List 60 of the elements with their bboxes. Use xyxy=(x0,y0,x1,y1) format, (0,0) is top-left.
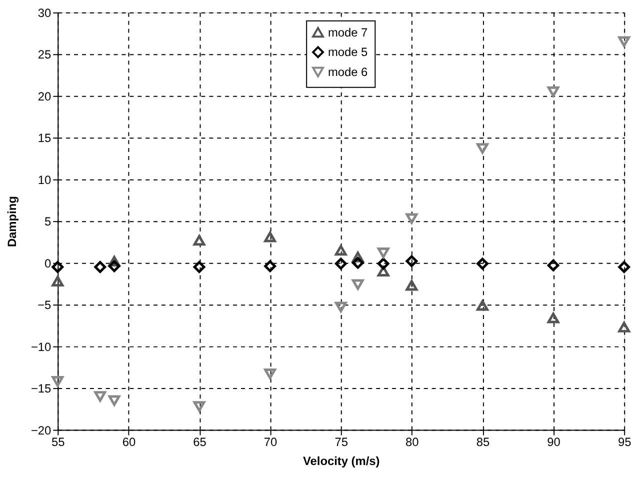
point xyxy=(547,312,560,324)
point xyxy=(193,234,206,246)
y-tick-label: 25 xyxy=(38,48,52,62)
y-tick-label: −15 xyxy=(30,382,52,396)
y-tick-label: −5 xyxy=(38,298,52,312)
y-axis-title: Damping xyxy=(5,196,20,248)
x-tick-label: 65 xyxy=(193,435,207,450)
point xyxy=(108,256,120,266)
point xyxy=(406,213,418,224)
y-tick-label: −10 xyxy=(30,340,52,354)
x-tick-label: 60 xyxy=(122,435,136,450)
y-tick-label: 10 xyxy=(38,172,52,187)
point xyxy=(377,247,390,258)
legend-label: mode 6 xyxy=(328,65,368,80)
point xyxy=(264,368,276,380)
point xyxy=(618,36,630,47)
y-tick-label: 0 xyxy=(44,256,52,270)
point xyxy=(547,86,560,98)
point xyxy=(618,322,630,332)
x-tick-label: 55 xyxy=(52,435,66,450)
point xyxy=(406,280,418,291)
x-tick-label: 90 xyxy=(547,435,561,450)
point xyxy=(334,244,347,256)
y-tick-label: 15 xyxy=(38,131,52,146)
point xyxy=(352,279,364,290)
point xyxy=(193,261,206,273)
point xyxy=(334,302,347,312)
point xyxy=(264,232,276,242)
point xyxy=(377,258,390,270)
point xyxy=(108,260,120,272)
point xyxy=(334,258,347,270)
point xyxy=(377,266,390,277)
x-tick-label: 95 xyxy=(618,435,632,450)
point xyxy=(264,260,276,272)
point xyxy=(108,395,120,406)
y-tick-label: 5 xyxy=(44,214,52,229)
point xyxy=(547,259,560,272)
legend-label: mode 5 xyxy=(328,45,368,60)
point xyxy=(52,261,64,273)
point xyxy=(352,256,364,269)
legend-label: mode 7 xyxy=(328,25,368,40)
point xyxy=(618,261,630,273)
point xyxy=(352,252,364,262)
x-tick-label: 80 xyxy=(406,435,420,450)
x-tick-label: 70 xyxy=(264,435,278,450)
x-tick-label: 85 xyxy=(476,435,490,450)
point xyxy=(476,258,488,270)
point xyxy=(476,300,488,311)
point xyxy=(476,143,488,154)
x-axis-title: Velocity (m/s) xyxy=(302,454,380,468)
point xyxy=(94,261,106,273)
y-tick-label: 30 xyxy=(38,6,52,20)
point xyxy=(193,401,206,412)
point xyxy=(52,276,64,287)
point xyxy=(406,255,418,268)
y-tick-label: −20 xyxy=(30,423,52,438)
x-tick-label: 75 xyxy=(334,435,348,450)
point xyxy=(52,376,64,387)
y-tick-label: 20 xyxy=(38,89,52,104)
point xyxy=(94,391,106,402)
